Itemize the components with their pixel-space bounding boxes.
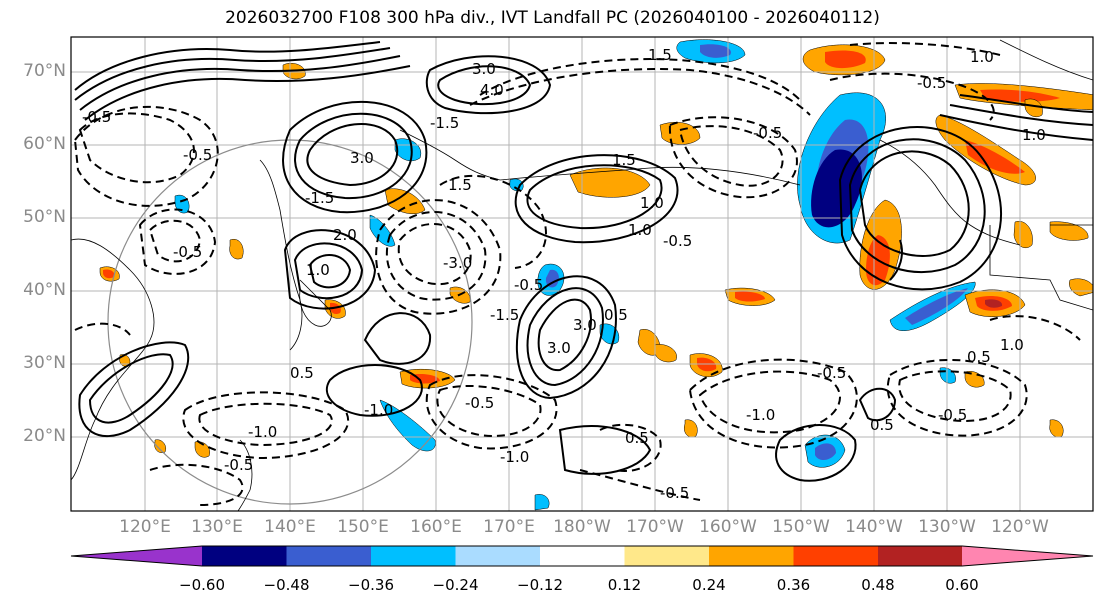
lat-label-50n: 50°N	[23, 207, 66, 227]
contour-label: -3.0	[443, 254, 472, 272]
contour-label: -0.5	[817, 364, 846, 382]
contour-label: 0.5	[625, 429, 649, 447]
colorbar-swatch	[202, 546, 287, 566]
lon-label-130e: 130°E	[191, 517, 243, 537]
colorbar-tick-label: −0.24	[432, 576, 479, 594]
lon-label-170e: 170°E	[483, 517, 535, 537]
lon-label-170w: 170°W	[626, 517, 684, 537]
colorbar	[70, 545, 1094, 567]
contour-label: 1.5	[448, 176, 472, 194]
lat-label-70n: 70°N	[23, 61, 66, 81]
contour-label: -0.5	[514, 276, 543, 294]
contour-label: -0.5	[465, 394, 494, 412]
contour-label: 3.0	[547, 339, 571, 357]
colorbar-tick-label: 0.36	[776, 576, 811, 594]
lon-label-120w: 120°W	[991, 517, 1049, 537]
colorbar-swatch	[624, 546, 709, 566]
colorbar-tick-label: 0.24	[692, 576, 726, 594]
contour-label: 3.0	[472, 60, 496, 78]
contour-labels: -0.5 -0.5 -1.0 -1.5 -0.5 -0.5 -1.0 -0.5 …	[82, 46, 1046, 502]
contour-label: -0.5	[753, 124, 782, 142]
contour-label: -0.5	[917, 74, 946, 92]
lon-label-150e: 150°E	[337, 517, 389, 537]
contour-label: -0.5	[224, 456, 253, 474]
colorbar-swatch	[878, 546, 962, 566]
colorbar-swatch	[540, 546, 625, 566]
lon-label-150w: 150°W	[772, 517, 830, 537]
lat-label-60n: 60°N	[23, 134, 66, 154]
lat-label-20n: 20°N	[23, 426, 66, 446]
contour-label: 0.5	[290, 364, 314, 382]
contour-label: 3.0	[573, 316, 597, 334]
lon-label-120e: 120°E	[119, 517, 171, 537]
colorbar-extend-left	[71, 546, 202, 566]
map-frame	[70, 36, 1094, 512]
lat-label-30n: 30°N	[23, 353, 66, 373]
colorbar-tick-label: −0.48	[263, 576, 310, 594]
lon-label-130w: 130°W	[918, 517, 976, 537]
contour-label: -0.5	[173, 243, 202, 261]
colorbar-swatch	[455, 546, 540, 566]
reference-circle	[107, 139, 473, 505]
contour-label: -0.5	[183, 146, 212, 164]
lon-label-180w: 180°W	[553, 517, 611, 537]
contour-label: 1.0	[628, 221, 652, 239]
contour-label: 1.0	[306, 261, 330, 279]
contour-label: -1.0	[500, 448, 529, 466]
map-title: 2026032700 F108 300 hPa div., IVT Landfa…	[225, 8, 880, 28]
contour-label: -0.5	[938, 406, 967, 424]
contour-label: 1.0	[970, 48, 994, 66]
divergence-negative-contours	[73, 42, 1081, 506]
contour-label: 1.5	[648, 46, 672, 64]
contour-label: 1.5	[612, 151, 636, 169]
colorbar-extend-right	[962, 546, 1093, 566]
contour-label: 3.0	[350, 149, 374, 167]
colorbar-swatch	[286, 546, 371, 566]
contour-label: 2.0	[333, 226, 357, 244]
colorbar-tick-label: 0.60	[945, 576, 979, 594]
colorbar-tick-label: −0.36	[348, 576, 394, 594]
contour-label: 1.0	[1022, 126, 1046, 144]
colorbar-swatch	[709, 546, 794, 566]
contour-label: -0.5	[660, 484, 689, 502]
contour-label: 4.0	[480, 81, 504, 99]
contour-label: -1.5	[430, 114, 459, 132]
contour-label: 1.0	[1000, 336, 1024, 354]
lon-label-140w: 140°W	[845, 517, 903, 537]
contour-label: -1.5	[305, 189, 334, 207]
ivt-shading	[99, 39, 1093, 511]
colorbar-tick-label: −0.60	[179, 576, 225, 594]
colorbar-tick-label: 0.48	[861, 576, 895, 594]
colorbar-outline	[70, 545, 1094, 567]
contour-label: -1.5	[490, 306, 519, 324]
map-plot-area: -0.5 -0.5 -1.0 -1.5 -0.5 -0.5 -1.0 -0.5 …	[71, 37, 1093, 511]
contour-label: -1.0	[248, 423, 277, 441]
contour-label: -1.0	[364, 401, 393, 419]
divergence-positive-contours	[74, 41, 1093, 482]
lon-label-160w: 160°W	[699, 517, 757, 537]
colorbar-tick-label: −0.12	[517, 576, 563, 594]
contour-label: -1.0	[746, 406, 775, 424]
contour-label: 0.5	[604, 306, 628, 324]
colorbar-swatch	[371, 546, 456, 566]
lon-label-140e: 140°E	[264, 517, 316, 537]
contour-label: 0.5	[967, 348, 991, 366]
contour-label: -0.5	[82, 108, 111, 126]
coastlines	[71, 39, 1093, 511]
colorbar-swatch	[793, 546, 878, 566]
contour-label: 1.0	[640, 194, 664, 212]
contour-label: -0.5	[663, 232, 692, 250]
contour-label: 0.5	[870, 416, 894, 434]
colorbar-tick-label: 0.12	[607, 576, 642, 594]
lon-label-160e: 160°E	[410, 517, 462, 537]
lat-label-40n: 40°N	[23, 280, 66, 300]
